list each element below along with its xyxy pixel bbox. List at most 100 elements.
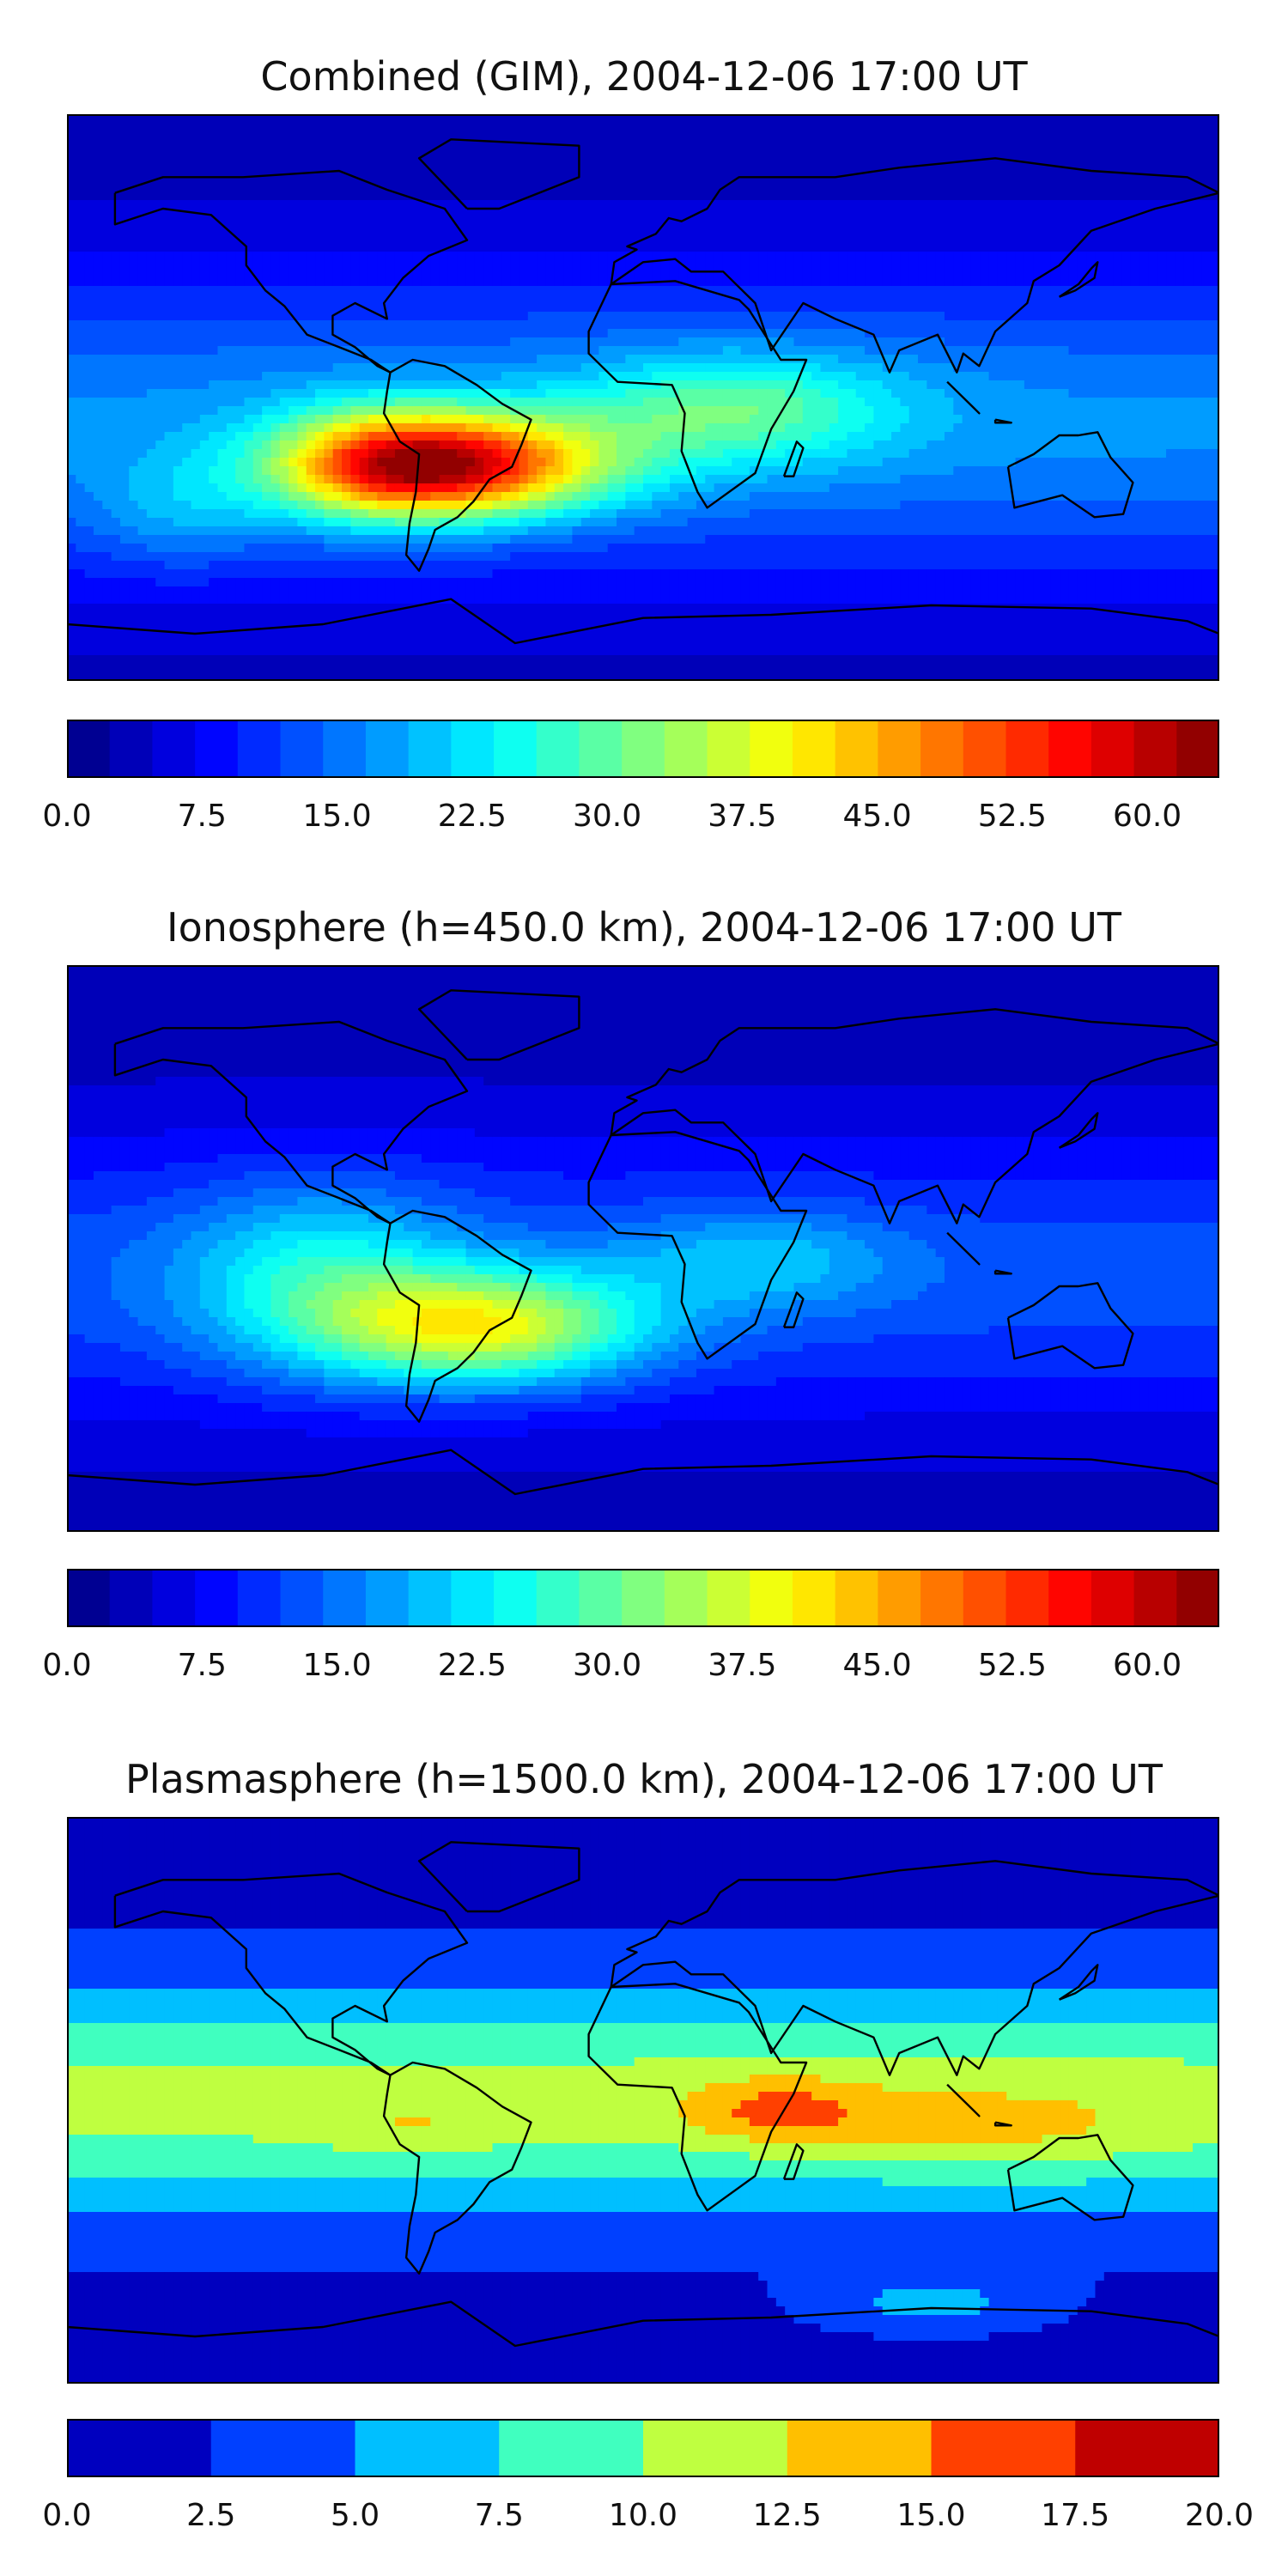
tec-cell (1060, 346, 1070, 355)
tec-cell (758, 226, 769, 235)
tec-cell (1068, 312, 1078, 321)
tec-cell (820, 174, 830, 184)
tec-cell (1033, 312, 1043, 321)
tec-cell (882, 432, 892, 441)
tec-cell (988, 320, 999, 330)
tec-cell (865, 217, 874, 227)
tec-cell (732, 260, 742, 270)
tec-cell (439, 440, 449, 450)
tec-cell (732, 423, 742, 433)
tec-cell (714, 166, 724, 175)
tec-cell (1095, 174, 1105, 184)
tec-cell (1077, 337, 1087, 347)
tec-cell (944, 312, 954, 321)
tec-cell (590, 415, 599, 424)
tec-cell (918, 114, 927, 124)
tec-cell (483, 312, 494, 321)
tec-cell (625, 295, 635, 304)
tec-cell (235, 191, 246, 201)
tec-cell (740, 174, 750, 184)
tec-cell (1201, 269, 1212, 278)
tec-cell (705, 183, 715, 192)
tec-cell (908, 157, 919, 167)
tec-cell (793, 123, 804, 132)
tec-cell (980, 191, 990, 201)
tec-cell (199, 295, 210, 304)
tec-cell (590, 191, 599, 201)
tec-cell (767, 329, 777, 338)
tec-cell (412, 329, 422, 338)
tec-cell (377, 286, 387, 295)
tec-cell (740, 200, 750, 210)
tec-cell (368, 432, 378, 441)
tec-cell (342, 149, 351, 158)
tec-cell (93, 415, 103, 424)
tec-cell (235, 260, 246, 270)
tec-cell (1210, 243, 1219, 252)
tec-cell (740, 217, 750, 227)
tec-cell (669, 123, 679, 132)
tec-cell (1157, 174, 1167, 184)
tec-cell (430, 260, 440, 270)
tec-cell (970, 234, 981, 244)
tec-cell (908, 355, 919, 364)
tec-cell (935, 389, 945, 398)
tec-cell (102, 149, 112, 158)
tec-cell (297, 423, 307, 433)
tec-cell (324, 380, 334, 390)
tec-cell (315, 183, 325, 192)
tec-cell (678, 303, 689, 313)
tec-cell (935, 157, 945, 167)
tec-cell (908, 123, 919, 132)
tec-cell (1175, 355, 1185, 364)
tec-cell (563, 252, 574, 261)
tec-cell (962, 166, 972, 175)
tec-cell (1113, 269, 1123, 278)
tec-cell (289, 355, 298, 364)
tec-cell (669, 363, 679, 373)
tec-cell (474, 337, 484, 347)
tec-cell (289, 140, 298, 149)
tec-cell (918, 149, 927, 158)
tec-cell (350, 423, 361, 433)
tec-cell (563, 260, 574, 270)
tec-cell (970, 432, 981, 441)
tec-cell (970, 243, 981, 252)
tec-cell (483, 191, 494, 201)
tec-cell (1210, 269, 1219, 278)
tec-cell (289, 217, 298, 227)
tec-cell (164, 123, 174, 132)
tec-cell (474, 131, 484, 141)
tec-cell (696, 355, 706, 364)
tec-cell (980, 415, 990, 424)
tec-cell (1077, 329, 1087, 338)
tec-cell (891, 389, 901, 398)
tec-cell (279, 355, 289, 364)
tec-cell (802, 372, 812, 381)
tec-cell (1139, 191, 1150, 201)
tec-cell (767, 217, 777, 227)
tec-cell (829, 260, 839, 270)
tec-cell (342, 389, 351, 398)
tec-cell (1139, 166, 1150, 175)
tec-cell (447, 432, 458, 441)
tec-cell (749, 406, 759, 416)
tec-cell (252, 123, 263, 132)
tec-cell (1183, 191, 1194, 201)
tec-cell (545, 329, 556, 338)
tec-cell (191, 191, 201, 201)
tec-cell (510, 200, 520, 210)
tec-cell (421, 432, 431, 441)
tec-cell (226, 260, 236, 270)
tec-cell (1130, 217, 1140, 227)
tec-cell (1183, 415, 1194, 424)
tec-cell (359, 226, 369, 235)
tec-cell (935, 398, 945, 407)
tec-cell (1095, 234, 1105, 244)
tec-cell (1193, 277, 1202, 287)
tec-cell (182, 303, 192, 313)
tec-cell (1201, 243, 1212, 252)
tec-cell (404, 432, 414, 441)
tec-cell (368, 380, 378, 390)
tec-cell (146, 295, 156, 304)
